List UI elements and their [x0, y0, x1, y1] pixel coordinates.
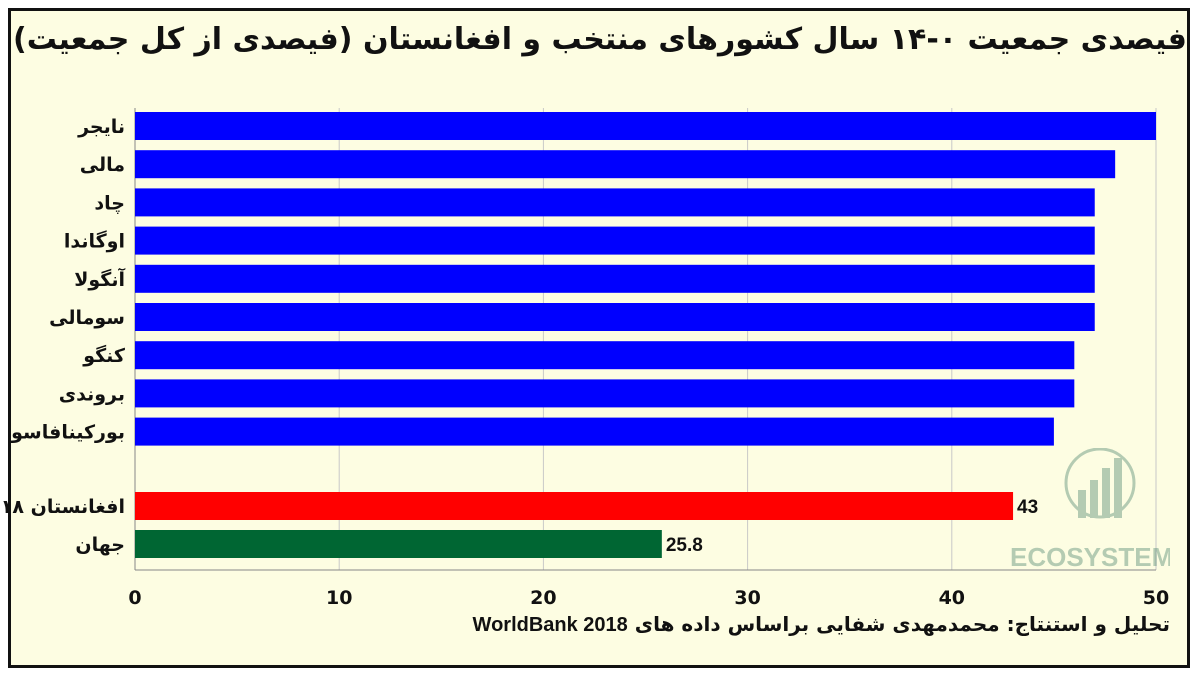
bar: [135, 417, 1054, 446]
watermark-text: ECOSYSTEM: [1010, 542, 1170, 572]
bar: [135, 341, 1075, 370]
bar: [135, 379, 1075, 408]
bar: [135, 226, 1095, 255]
category-label: اوگاندا: [64, 230, 125, 253]
category-label: چاد: [94, 192, 125, 214]
x-tick-label: 0: [128, 587, 141, 609]
x-tick-label: 20: [530, 587, 556, 609]
source-caption: تحلیل و استنتاج: محمدمهدی شفایی براساس د…: [473, 612, 1170, 637]
x-tick-label: 30: [734, 587, 760, 609]
bar: [135, 264, 1095, 293]
x-tick-label: 10: [326, 587, 352, 609]
data-label: 25.8: [666, 535, 703, 556]
caption-source: WorldBank 2018: [472, 614, 628, 636]
category-label: مالی: [80, 154, 125, 176]
category-label: سومالی: [49, 307, 125, 329]
category-label: نایجر: [77, 116, 125, 138]
category-label: افغانستان ۱۸: [1, 496, 125, 518]
bar: [135, 492, 1014, 520]
ecosystem-logo: ECOSYSTEM: [1010, 447, 1173, 582]
chart-title: فیصدی جمعیت ۰-۱۴ سال کشورهای منتخب و افغ…: [13, 22, 1187, 57]
category-label: آنگولا: [74, 267, 125, 291]
data-label: 43: [1017, 497, 1038, 518]
bar: [135, 530, 662, 558]
category-label: جهان: [75, 534, 125, 556]
category-label: کنگو: [82, 344, 126, 367]
caption-author: تحلیل و استنتاج: محمدمهدی شفایی براساس د…: [634, 612, 1170, 636]
category-label: بروندی: [59, 383, 125, 405]
bar: [135, 303, 1095, 331]
bar: [135, 188, 1095, 217]
x-tick-label: 40: [939, 587, 965, 609]
x-tick-label: 50: [1143, 587, 1169, 609]
bar: [135, 150, 1116, 179]
bar: [135, 112, 1156, 140]
category-label: بورکینافاسو: [10, 422, 125, 444]
